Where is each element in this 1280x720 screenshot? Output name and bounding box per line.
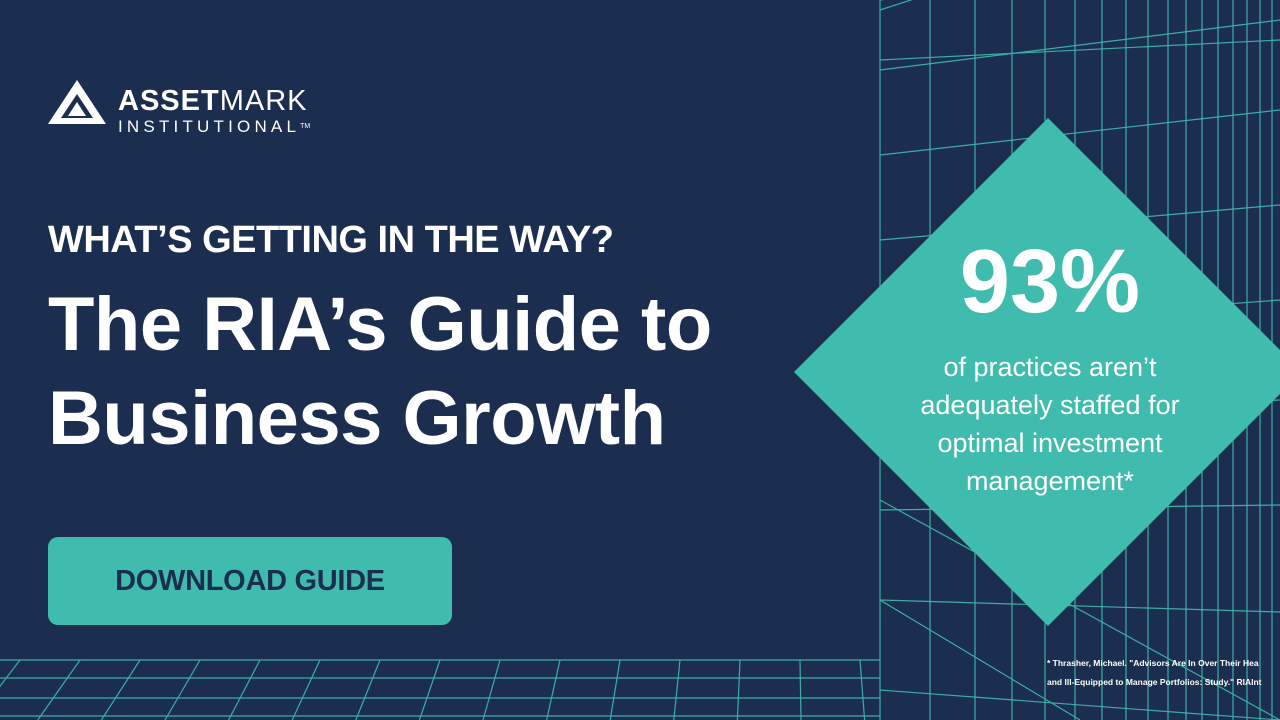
page-title: The RIA’s Guide to Business Growth [48, 278, 808, 466]
headline-line-2: Business Growth [48, 376, 666, 461]
headline-line-1: The RIA’s Guide to [48, 282, 712, 367]
trademark-symbol: TM [300, 123, 311, 130]
triangle-logo-icon [48, 80, 106, 124]
footnote-citation: * Thrasher, Michael. "Advisors Are In Ov… [1047, 654, 1280, 694]
footnote-line-2: and Ill-Equipped to Manage Portfolios: S… [1047, 677, 1262, 687]
stat-percentage: 93% [959, 232, 1141, 332]
logo-wordmark: ASSETMARK [118, 85, 308, 117]
logo-subtitle: INSTITUTIONALTM [118, 117, 311, 136]
download-guide-button[interactable]: DOWNLOAD GUIDE [48, 537, 452, 625]
eyebrow-question: WHAT’S GETTING IN THE WAY? [48, 219, 614, 261]
footnote-line-1: * Thrasher, Michael. "Advisors Are In Ov… [1047, 658, 1259, 668]
stat-description: of practices aren’t adequately staffed f… [920, 352, 1180, 496]
stat-diamond [794, 118, 1280, 626]
